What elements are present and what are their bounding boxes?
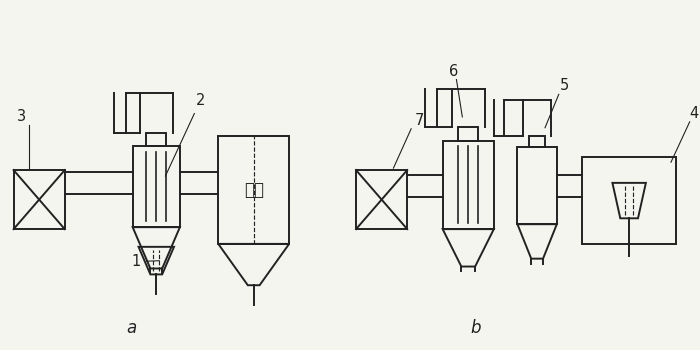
Text: 5: 5 <box>560 78 569 93</box>
Text: 1: 1 <box>132 254 160 269</box>
Bar <box>13 170 64 229</box>
Text: 7: 7 <box>414 113 424 128</box>
Text: 6: 6 <box>449 64 458 79</box>
Bar <box>582 157 676 244</box>
Bar <box>458 127 478 141</box>
Text: b: b <box>471 320 482 337</box>
Bar <box>356 170 407 229</box>
Bar <box>517 147 556 224</box>
Text: 颛破: 颛破 <box>244 181 264 199</box>
Bar <box>529 136 545 147</box>
Bar <box>146 133 166 146</box>
Bar <box>442 141 493 229</box>
Bar <box>133 146 180 227</box>
Bar <box>218 136 289 244</box>
Text: 3: 3 <box>17 109 26 124</box>
Text: a: a <box>127 320 136 337</box>
Text: 4: 4 <box>689 106 698 121</box>
Text: 2: 2 <box>165 93 205 176</box>
